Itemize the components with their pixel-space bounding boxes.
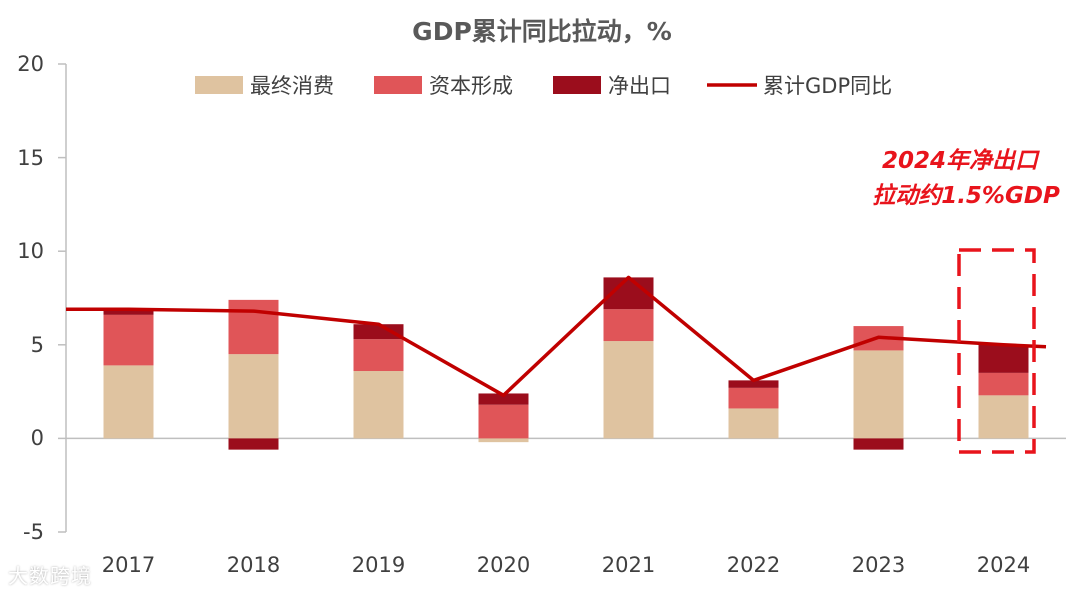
bar-net-exports-2019 (353, 324, 404, 340)
bar-capital-2018 (228, 299, 279, 355)
bar-net-exports-2017 (103, 309, 154, 315)
x-tick-label: 2019 (352, 553, 405, 577)
y-tick-marks (58, 63, 66, 533)
chart-title: GDP累计同比拉动，% (412, 17, 672, 46)
y-tick-labels: 20 15 10 5 0 -5 (17, 52, 44, 544)
annotation-line-2: 拉动约1.5%GDP (872, 182, 1060, 209)
bar-consumption-2019 (353, 371, 404, 439)
legend: 最终消费 资本形成 净出口 累计GDP同比 (195, 74, 892, 98)
bar-consumption-2022 (728, 408, 779, 439)
bar-capital-2020 (478, 404, 529, 439)
legend-swatch-net-exports (553, 76, 601, 94)
legend-label-consumption: 最终消费 (250, 74, 334, 98)
bar-capital-2022 (728, 387, 779, 409)
x-tick-label: 2023 (852, 553, 905, 577)
watermark-text: 大数跨境 (8, 564, 92, 588)
bar-consumption-2021 (603, 341, 654, 439)
legend-swatch-capital (374, 76, 422, 94)
legend-label-gdp-line: 累计GDP同比 (763, 74, 892, 98)
x-tick-label: 2022 (727, 553, 780, 577)
bar-net-exports-2023 (853, 438, 904, 450)
bar-series-group (103, 277, 1029, 450)
x-tick-label: 2018 (227, 553, 280, 577)
annotation: 2024年净出口 拉动约1.5%GDP (872, 148, 1060, 209)
y-tick-label: -5 (23, 520, 44, 544)
legend-swatch-consumption (195, 76, 243, 94)
bar-consumption-2020 (478, 438, 529, 443)
x-tick-label: 2021 (602, 553, 655, 577)
legend-label-capital: 资本形成 (429, 74, 513, 98)
y-tick-label: 0 (31, 426, 44, 450)
bar-net-exports-2024 (978, 344, 1029, 373)
y-tick-label: 15 (17, 146, 44, 170)
bar-net-exports-2020 (478, 393, 529, 405)
bar-consumption-2018 (228, 354, 279, 439)
bar-consumption-2023 (853, 350, 904, 439)
x-tick-label: 2017 (102, 553, 155, 577)
x-tick-label: 2020 (477, 553, 530, 577)
bar-net-exports-2022 (728, 380, 779, 388)
y-tick-label: 5 (31, 333, 44, 357)
bar-consumption-2017 (103, 365, 154, 439)
line-series-group (66, 275, 1047, 398)
bar-capital-2019 (353, 339, 404, 372)
bar-capital-2024 (978, 372, 1029, 396)
annotation-line-1: 2024年净出口 (882, 148, 1040, 174)
line-gdp-yoy (66, 275, 1047, 398)
y-tick-label: 10 (17, 239, 44, 263)
legend-label-net-exports: 净出口 (608, 74, 671, 98)
x-tick-labels: 2017 2018 2019 2020 2021 2022 2023 2024 (102, 553, 1030, 577)
x-tick-label: 2024 (977, 553, 1030, 577)
bar-capital-2021 (603, 309, 654, 342)
bar-capital-2017 (103, 314, 154, 366)
bar-consumption-2024 (978, 395, 1029, 439)
bar-net-exports-2018 (228, 438, 279, 450)
highlight-box-2024 (957, 248, 1036, 454)
y-tick-label: 20 (17, 52, 44, 76)
